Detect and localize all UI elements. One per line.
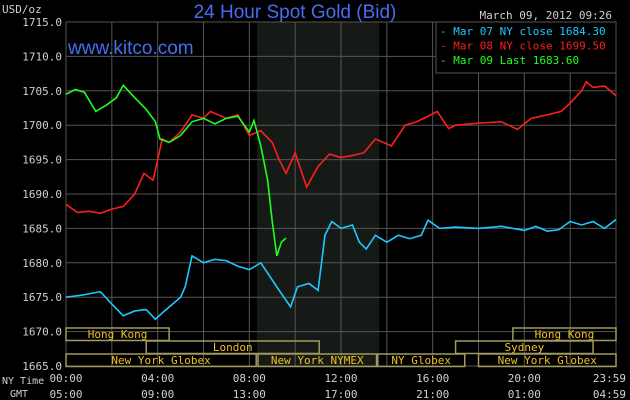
session-label: Sydney — [504, 341, 544, 354]
series-line-mar-09-last — [65, 83, 287, 257]
x-tick-ny: 04:00 — [141, 372, 174, 385]
x-tick-gmt: 01:00 — [508, 388, 541, 400]
y-axis-label: USD/oz — [2, 3, 42, 16]
y-tick-label: 1690.0 — [22, 188, 62, 201]
session-bar — [65, 327, 170, 342]
session-label: NY Globex — [391, 354, 451, 367]
x-tick-gmt: 17:00 — [324, 388, 357, 400]
legend-entry: - Mar 08 NY close 1699.50 — [440, 40, 606, 53]
session-bar — [65, 353, 257, 368]
x-tick-gmt: 04:59 — [593, 388, 626, 400]
legend-entry: - Mar 09 Last 1683.60 — [440, 54, 579, 67]
session-label: Hong Kong — [535, 328, 595, 341]
y-tick-label: 1700.0 — [22, 119, 62, 132]
legend-entry: - Mar 07 NY close 1684.30 — [440, 25, 606, 38]
x-tick-ny: 20:00 — [508, 372, 541, 385]
series-line-mar-07-ny-close — [65, 218, 617, 321]
y-tick-label: 1665.0 — [22, 360, 62, 373]
x-tick-ny: 16:00 — [416, 372, 449, 385]
x-tick-gmt: 09:00 — [141, 388, 174, 400]
x-tick-gmt: 21:00 — [416, 388, 449, 400]
y-tick-label: 1710.0 — [22, 50, 62, 63]
y-tick-label: 1670.0 — [22, 326, 62, 339]
chart-title: 24 Hour Spot Gold (Bid) — [194, 2, 397, 23]
legend-box — [435, 21, 617, 74]
x-tick-gmt: 13:00 — [233, 388, 266, 400]
y-tick-label: 1680.0 — [22, 257, 62, 270]
x-tick-ny: 00:00 — [49, 372, 82, 385]
watermark: www.kitco.com — [67, 38, 194, 59]
session-label: New York NYMEX — [271, 354, 364, 367]
session-bar — [477, 353, 617, 368]
series-line-mar-08-ny-close — [65, 80, 617, 215]
y-tick-label: 1715.0 — [22, 16, 62, 29]
x-tick-ny: 08:00 — [233, 372, 266, 385]
session-label: New York Globex — [111, 354, 211, 367]
x-tick-ny: 12:00 — [324, 372, 357, 385]
x-tick-ny: 23:59 — [593, 372, 626, 385]
y-tick-label: 1675.0 — [22, 291, 62, 304]
x-row-label-gmt: GMT — [10, 389, 28, 400]
y-tick-label: 1695.0 — [22, 154, 62, 167]
x-row-label-ny: NY Time — [2, 376, 44, 387]
session-label: New York Globex — [498, 354, 598, 367]
session-label: London — [213, 341, 253, 354]
session-label: Hong Kong — [88, 328, 148, 341]
session-bar — [376, 353, 466, 368]
timestamp: March 09, 2012 09:26 — [480, 9, 612, 22]
x-tick-gmt: 05:00 — [49, 388, 82, 400]
session-bar — [257, 353, 378, 368]
y-tick-label: 1705.0 — [22, 85, 62, 98]
y-tick-label: 1685.0 — [22, 222, 62, 235]
